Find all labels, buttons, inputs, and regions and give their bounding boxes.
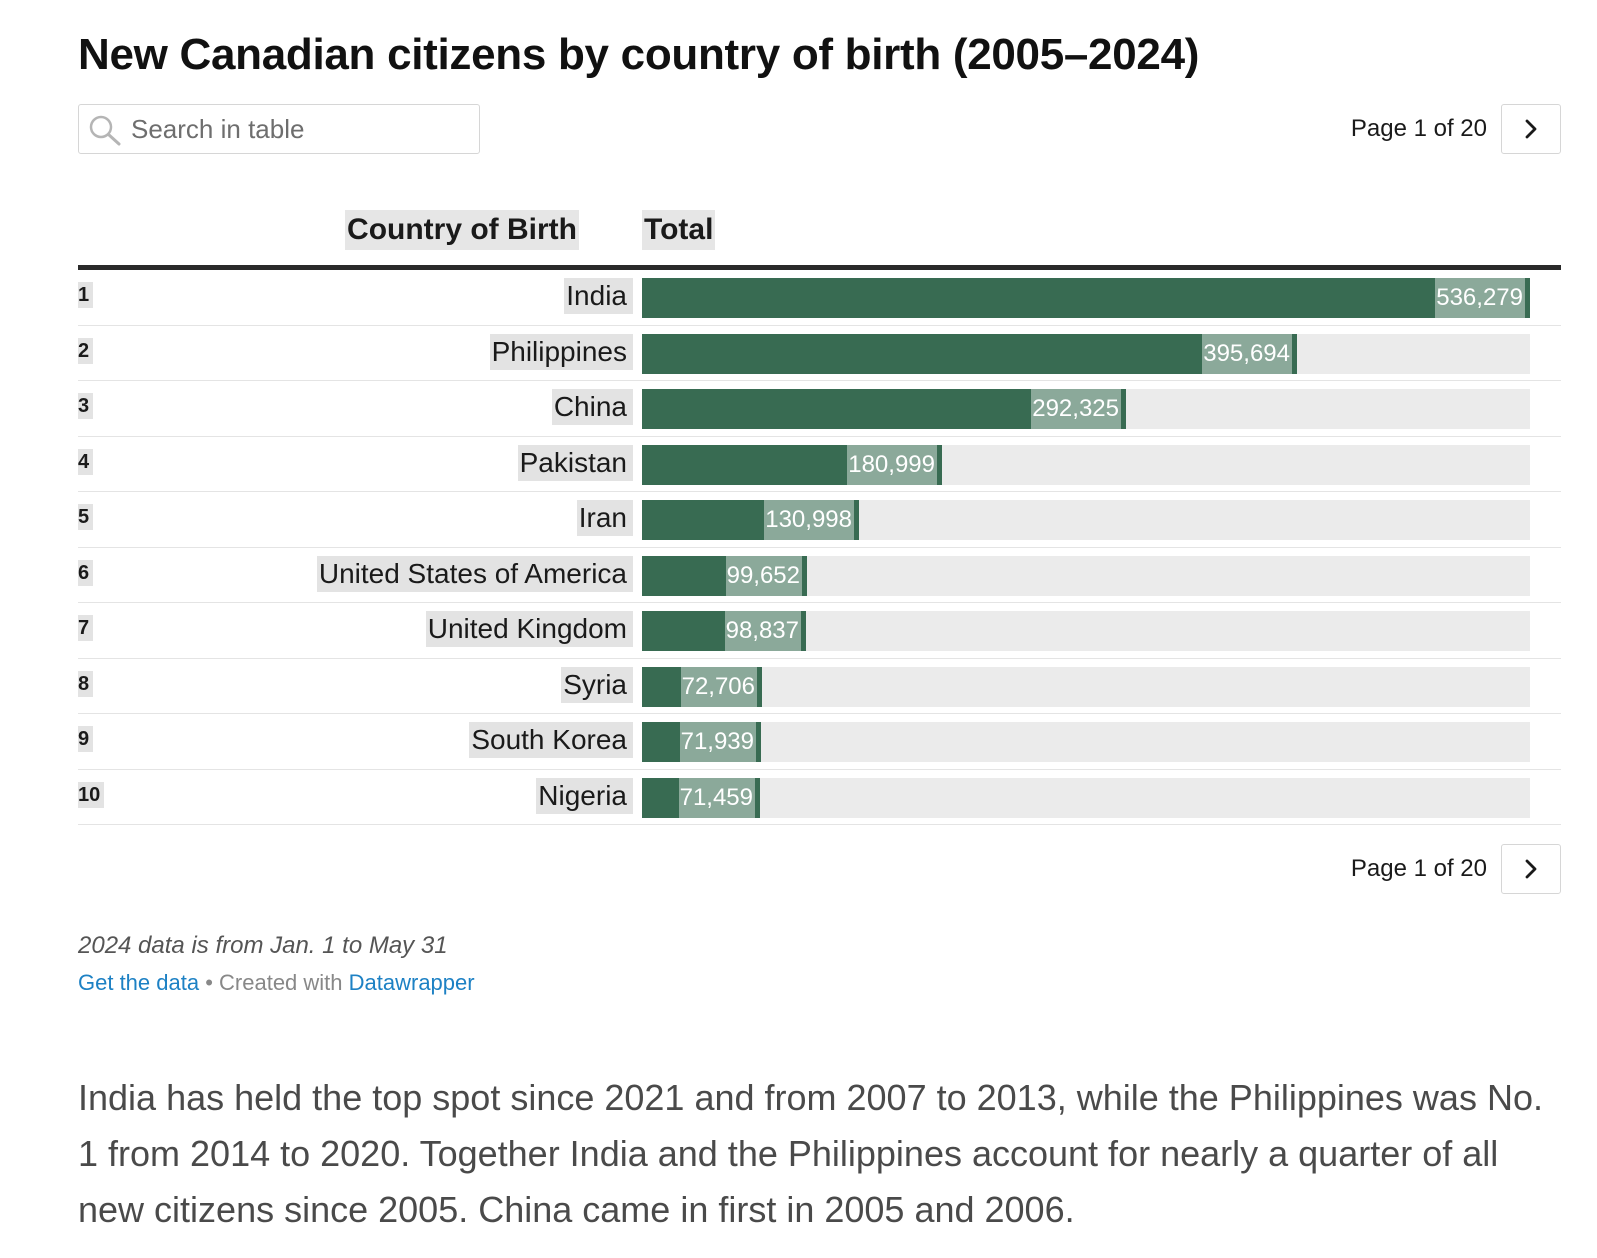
bar-value-label: 130,998: [764, 500, 854, 540]
bar-value-label: 99,652: [725, 555, 802, 596]
search-input[interactable]: [131, 111, 471, 147]
table-row-6: 6 United States of America 99,652: [78, 548, 1561, 603]
chevron-right-icon: [1525, 859, 1537, 879]
page-indicator: Page 1 of 20: [1350, 115, 1487, 142]
bar: 292,325: [642, 389, 1126, 429]
table-body: 1 India 536,279 2 Philippines 395,694 3 …: [78, 270, 1561, 825]
table-row-7: 7 United Kingdom 98,837: [78, 603, 1561, 659]
country-name: Philippines: [489, 333, 633, 370]
bar-value-label: 180,999: [847, 444, 937, 485]
data-note: 2024 data is from Jan. 1 to May 31: [78, 932, 448, 959]
rank-number: 6: [78, 559, 94, 586]
table-row-5: 5 Iran 130,998: [78, 492, 1561, 548]
bar: 130,998: [642, 500, 859, 540]
rank-number: 3: [78, 393, 94, 419]
country-name: Nigeria: [536, 777, 633, 814]
bar-track: 72,706: [642, 666, 1530, 707]
bar-track: 71,459: [642, 777, 1530, 818]
page-indicator: Page 1 of 20: [1350, 855, 1487, 882]
bar-track: 130,998: [642, 500, 1530, 540]
table-row-10: 10 Nigeria 71,459: [78, 770, 1561, 825]
bar-track: 99,652: [642, 555, 1530, 596]
bar-track: 71,939: [642, 722, 1530, 762]
bar: 536,279: [642, 278, 1530, 318]
search-icon: [89, 115, 121, 146]
rank-number: 2: [78, 337, 94, 364]
bar: 72,706: [642, 666, 762, 707]
table-row-3: 3 China 292,325: [78, 381, 1561, 437]
chevron-right-icon: [1525, 119, 1537, 139]
country-name: United Kingdom: [425, 611, 633, 647]
pagination-bottom: Page 1 of 20: [1351, 844, 1561, 894]
country-name: Pakistan: [517, 444, 633, 481]
bar: 71,459: [642, 777, 760, 818]
bar-track: 395,694: [642, 333, 1530, 374]
table-row-4: 4 Pakistan 180,999: [78, 437, 1561, 492]
bar-track: 536,279: [642, 278, 1530, 318]
bar-value-label: 292,325: [1031, 389, 1121, 429]
get-data-link[interactable]: Get the data: [78, 970, 200, 995]
bar: 180,999: [642, 444, 942, 485]
header-divider: [78, 265, 1561, 270]
bar: 99,652: [642, 555, 807, 596]
table-row-9: 9 South Korea 71,939: [78, 714, 1561, 770]
bar-value-label: 71,939: [679, 722, 756, 762]
credit-line: Get the data • Created with Datawrapper: [78, 970, 475, 996]
table-row-1: 1 India 536,279: [78, 270, 1561, 326]
bar-value-label: 395,694: [1202, 333, 1292, 374]
rank-number: 10: [78, 781, 105, 808]
next-page-button[interactable]: [1501, 104, 1561, 154]
credit-separator: • Created with: [199, 970, 349, 995]
country-name: United States of America: [316, 555, 633, 592]
rank-number: 5: [78, 504, 94, 530]
country-name: China: [551, 389, 633, 425]
pagination-top: Page 1 of 20: [1351, 104, 1561, 154]
page-title: New Canadian citizens by country of birt…: [78, 30, 1200, 79]
bar-track: 180,999: [642, 444, 1530, 485]
column-header-country[interactable]: Country of Birth: [345, 210, 579, 250]
rank-number: 8: [78, 670, 94, 697]
next-page-button[interactable]: [1501, 844, 1561, 894]
column-header-total[interactable]: Total: [642, 210, 716, 250]
table-row-8: 8 Syria 72,706: [78, 659, 1561, 714]
bar-value-label: 71,459: [678, 777, 755, 818]
bar-track: 292,325: [642, 389, 1530, 429]
table-row-2: 2 Philippines 395,694: [78, 326, 1561, 381]
country-name: India: [564, 278, 633, 314]
bar-value-label: 98,837: [724, 611, 801, 651]
country-name: Iran: [576, 500, 633, 536]
search-box[interactable]: [78, 104, 480, 154]
bar: 71,939: [642, 722, 761, 762]
article-paragraph: India has held the top spot since 2021 a…: [78, 1077, 1543, 1230]
rank-number: 7: [78, 615, 94, 641]
datawrapper-link[interactable]: Datawrapper: [348, 970, 475, 995]
bar-track: 98,837: [642, 611, 1530, 651]
bar-value-label: 72,706: [680, 666, 757, 707]
bar: 395,694: [642, 333, 1297, 374]
bar: 98,837: [642, 611, 806, 651]
rank-number: 9: [78, 726, 94, 752]
rank-number: 4: [78, 448, 94, 475]
bar-value-label: 536,279: [1435, 278, 1525, 318]
rank-number: 1: [78, 282, 94, 308]
country-name: Syria: [561, 666, 633, 703]
country-name: South Korea: [469, 722, 633, 758]
